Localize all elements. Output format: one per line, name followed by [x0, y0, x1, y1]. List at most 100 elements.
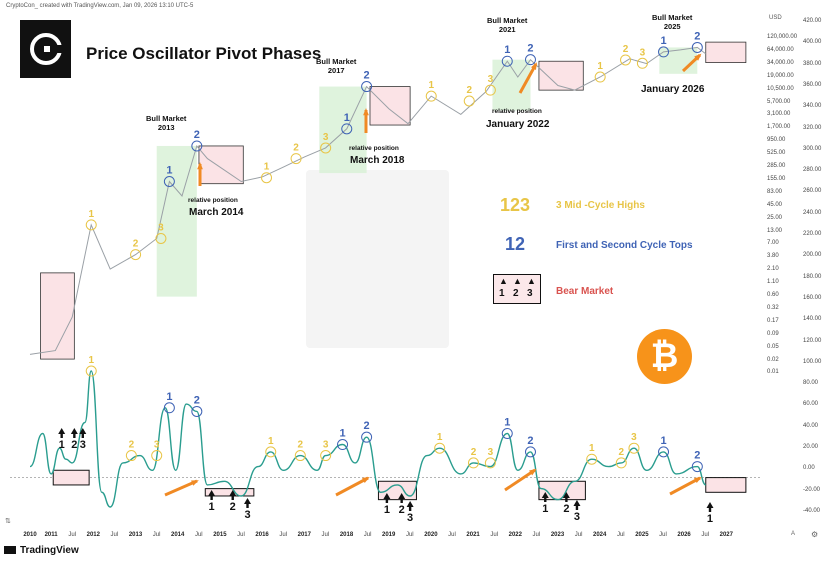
arrow-up-stem — [544, 498, 547, 502]
bear-market-label: 2 — [563, 503, 569, 515]
mid-cycle-high-marker — [85, 219, 97, 231]
oscillator-bear-box — [705, 477, 747, 493]
arrow-up-stem — [60, 434, 63, 438]
cycle-top-marker — [341, 123, 353, 135]
arrow-up-icon — [208, 490, 216, 496]
mid-cycle-high-label: 3 — [158, 222, 164, 233]
cycle-top-label: 1 — [660, 435, 666, 447]
mid-cycle-high-label: 1 — [597, 61, 603, 72]
oscillator-tick-label: 160.00 — [803, 294, 822, 301]
time-tick-label: 2019 — [382, 532, 396, 538]
mid-cycle-high-label: 2 — [129, 440, 135, 451]
bear-market-box — [538, 60, 584, 91]
time-tick-label: 2018 — [339, 532, 354, 538]
bear-market-label: 1 — [707, 513, 713, 525]
arrow-up-icon: ▲ — [499, 276, 508, 286]
cycle-top-marker — [658, 446, 670, 458]
price-tick-label: 0.17 — [767, 317, 779, 324]
tradingview-brand[interactable]: TradingView — [4, 545, 79, 556]
price-tick-label: 3.80 — [767, 253, 779, 260]
bull-zone — [156, 145, 197, 297]
time-tick-label: Jul — [448, 532, 456, 538]
mid-cycle-high-marker — [151, 450, 163, 462]
time-tick-label: 2017 — [297, 532, 311, 538]
cycle-top-label: 2 — [527, 435, 533, 447]
price-tick-label: 64,000.00 — [767, 46, 794, 53]
time-tick-label: 2020 — [424, 532, 438, 538]
oscillator-tick-label: 420.00 — [803, 18, 822, 24]
watermark-logo — [306, 170, 449, 348]
cycle-top-label: 1 — [660, 35, 666, 47]
time-tick-label: 2025 — [635, 532, 649, 538]
cycle-top-marker — [361, 431, 373, 443]
time-tick-label: 2021 — [466, 532, 480, 538]
time-tick-label: Jul — [363, 532, 372, 538]
oscillator-tick-label: 400.00 — [803, 39, 822, 46]
oscillator-line — [29, 370, 707, 508]
time-tick-label: 2011 — [44, 532, 58, 538]
orange-arrow — [504, 468, 536, 492]
oscillator-tick-label: 60.00 — [803, 401, 819, 408]
legend-bear-num: 2 — [513, 288, 519, 299]
annotation-date: March 2018 — [350, 155, 405, 166]
cycle-top-marker — [191, 140, 203, 152]
gear-icon[interactable]: ⚙ — [811, 530, 819, 539]
auto-scale-toggle[interactable]: A — [791, 531, 796, 537]
cycle-top-label: 2 — [364, 420, 370, 432]
oscillator-tick-label: 240.00 — [803, 209, 822, 216]
price-tick-label: 0.05 — [767, 343, 779, 350]
annotation-relative-position: relative position — [349, 145, 399, 152]
mid-cycle-high-marker — [320, 450, 332, 462]
arrow-up-icon — [383, 493, 391, 499]
mid-cycle-high-label: 3 — [488, 447, 494, 458]
oscillator-tick-label: 280.00 — [803, 167, 822, 174]
price-tick-label: 0.60 — [767, 292, 779, 298]
oscillator-tick-label: 360.00 — [803, 81, 822, 88]
price-tick-label: 19,000.00 — [767, 72, 794, 79]
mid-cycle-high-marker — [294, 450, 306, 462]
orange-arrow-head — [530, 62, 537, 70]
annotation-bull-market-2021: Bull Market 2021 — [487, 16, 527, 34]
tradingview-icon — [4, 546, 16, 555]
mid-cycle-high-label: 1 — [268, 436, 274, 447]
time-tick-label: 2012 — [86, 532, 100, 538]
mid-cycle-high-label: 3 — [323, 132, 329, 143]
arrow-up-stem — [246, 504, 249, 508]
orange-arrow — [669, 476, 701, 496]
bear-market-label: 3 — [244, 509, 250, 521]
arrow-up-stem — [408, 507, 412, 511]
cycle-top-marker — [191, 405, 203, 417]
cycle-top-label: 2 — [694, 30, 700, 42]
oscillator-tick-label: 20.00 — [803, 444, 819, 450]
cycle-top-marker — [337, 439, 349, 451]
mid-cycle-high-marker — [125, 450, 137, 462]
time-tick-label: 2010 — [23, 532, 37, 538]
price-tick-label: 10,500.00 — [767, 85, 794, 92]
time-tick-label: Jul — [701, 532, 710, 538]
legend-bear-market-box: ▲ ▲ ▲ 1 2 3 — [493, 274, 541, 304]
oscillator-bear-box — [52, 469, 90, 486]
arrow-up-icon — [562, 492, 570, 498]
scroll-icon[interactable]: ⇅ — [5, 518, 11, 525]
annotation-bull-market-2025: Bull Market 2025 — [652, 13, 692, 31]
mid-cycle-high-marker — [467, 457, 479, 469]
cycle-top-label: 1 — [344, 112, 350, 124]
mid-cycle-high-label: 3 — [154, 440, 160, 451]
legend-mid-cycle-symbol: 123 — [500, 195, 531, 215]
arrow-up-icon — [70, 428, 78, 434]
cycle-top-marker — [524, 446, 536, 458]
cycle-top-label: 2 — [194, 129, 200, 141]
mid-cycle-high-marker — [636, 57, 648, 69]
arrow-up-stem — [400, 499, 403, 503]
cycle-top-label: 2 — [694, 450, 700, 462]
orange-arrow — [335, 476, 369, 497]
mid-cycle-high-marker — [265, 446, 277, 458]
oscillator-tick-label: 200.00 — [803, 252, 822, 259]
mid-cycle-high-label: 1 — [88, 209, 94, 220]
time-tick-label: Jul — [68, 532, 77, 538]
annotation-date: January 2022 — [486, 119, 550, 130]
mid-cycle-high-marker — [615, 457, 627, 469]
price-tick-label: 0.09 — [767, 330, 779, 337]
oscillator-tick-label: 260.00 — [803, 188, 822, 195]
legend-cycle-tops-symbol: 12 — [505, 234, 526, 254]
